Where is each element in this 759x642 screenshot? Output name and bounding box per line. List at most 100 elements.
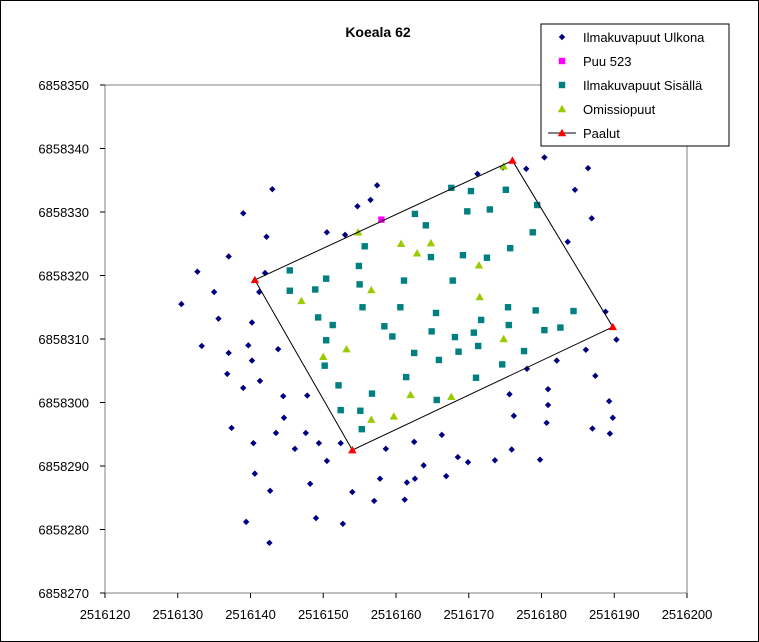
data-point	[541, 154, 548, 161]
data-point	[491, 457, 499, 464]
plot-area	[104, 84, 688, 594]
data-point	[240, 210, 247, 217]
data-point	[342, 344, 351, 353]
data-point	[609, 414, 616, 421]
data-point	[337, 439, 344, 447]
data-point	[272, 429, 280, 437]
data-point	[412, 249, 422, 257]
data-point	[210, 288, 218, 296]
data-point	[306, 480, 314, 487]
data-point	[286, 287, 293, 294]
data-point	[589, 425, 596, 432]
data-point	[529, 229, 536, 236]
data-point	[477, 316, 485, 324]
data-point	[427, 253, 435, 261]
data-point	[475, 342, 482, 350]
data-point	[533, 201, 541, 209]
data-point	[541, 326, 548, 334]
data-point	[508, 446, 515, 453]
data-point	[428, 328, 435, 335]
data-point	[367, 196, 374, 204]
data-point	[544, 401, 552, 409]
axes: 2516120 2516130 2516140 2516150 2516160 25161…	[38, 78, 712, 622]
data-point	[588, 215, 595, 222]
data-point	[523, 165, 530, 173]
y-tick-label: 6858340	[38, 142, 89, 157]
data-point	[286, 267, 293, 274]
data-point	[178, 300, 185, 308]
data-point	[508, 156, 517, 164]
legend-box	[540, 23, 730, 147]
data-point	[510, 412, 518, 420]
data-point	[335, 382, 342, 389]
data-point	[367, 285, 376, 294]
data-point	[602, 308, 609, 315]
data-point	[266, 539, 273, 547]
data-point	[605, 398, 613, 405]
data-point	[396, 239, 406, 247]
data-point	[215, 315, 222, 322]
data-point	[348, 445, 357, 454]
data-point	[422, 222, 430, 229]
data-point	[557, 324, 564, 331]
data-point	[410, 349, 418, 357]
data-point	[505, 321, 512, 329]
data-point	[322, 275, 330, 282]
legend-marker	[557, 104, 567, 113]
data-point	[506, 391, 513, 398]
legend: Ilmakuvapuut Ulkona Puu 523 Ilmakuvapuut S…	[540, 23, 730, 147]
data-point	[250, 275, 260, 284]
data-point	[420, 462, 427, 469]
x-tick-label: 2516150	[298, 607, 349, 622]
data-point	[368, 390, 376, 397]
data-point	[474, 261, 484, 269]
data-point	[251, 470, 259, 477]
y-tick-label: 6858280	[38, 523, 89, 538]
data-point	[297, 296, 306, 305]
data-point	[389, 412, 399, 420]
y-tick-label: 6858300	[38, 396, 89, 411]
data-point	[359, 304, 366, 311]
data-point	[564, 238, 571, 246]
data-point	[504, 304, 512, 311]
data-point	[608, 322, 617, 331]
x-tick-label: 2516190	[589, 607, 640, 622]
data-point	[570, 307, 577, 315]
x-tick-label: 2516140	[225, 607, 276, 622]
x-tick-label: 2516180	[516, 607, 567, 622]
legend-marker	[558, 57, 566, 65]
data-point	[464, 458, 472, 466]
x-tick-label: 2516170	[443, 607, 494, 622]
data-point	[194, 268, 201, 275]
data-point	[432, 309, 440, 317]
data-point	[354, 203, 361, 210]
data-point	[532, 307, 539, 314]
legend-label: Puu 523	[583, 54, 631, 69]
data-point	[269, 185, 276, 193]
y-tick-label: 6858330	[38, 205, 89, 220]
data-point	[248, 357, 256, 364]
data-point	[228, 424, 235, 432]
data-point	[406, 390, 415, 399]
data-point	[472, 374, 480, 381]
data-point	[553, 357, 560, 364]
data-point	[499, 334, 508, 343]
series-puu-523	[378, 216, 385, 223]
data-point	[438, 431, 446, 439]
data-point	[582, 346, 590, 353]
data-point	[411, 210, 419, 218]
data-point	[349, 488, 356, 496]
data-point	[442, 472, 450, 480]
data-point	[454, 453, 462, 461]
data-point	[449, 277, 456, 284]
series-layer	[178, 154, 620, 547]
y-tick-label: 6858310	[38, 332, 89, 347]
data-point	[448, 184, 455, 192]
data-point	[256, 377, 264, 385]
data-point	[319, 352, 328, 360]
data-point	[502, 186, 510, 193]
data-point	[613, 336, 620, 343]
legend-label: Ilmakuvapuut Ulkona	[583, 30, 705, 45]
data-point	[447, 392, 456, 400]
data-point	[507, 244, 514, 252]
